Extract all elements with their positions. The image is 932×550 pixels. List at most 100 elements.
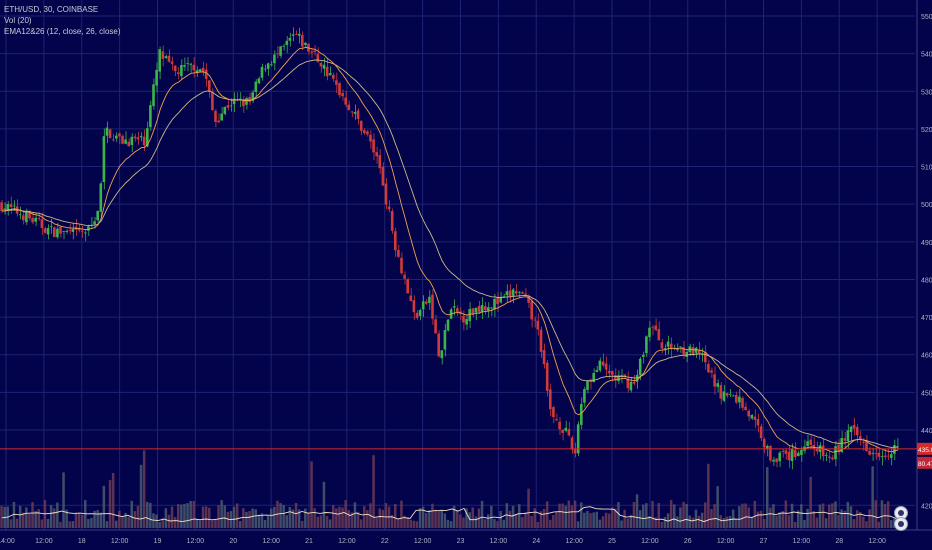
volume-bar (849, 506, 853, 528)
y-tick-label: 420.00 (921, 503, 932, 510)
volume-bar (400, 500, 403, 528)
volume-bar (313, 508, 316, 528)
candle-body (592, 372, 595, 383)
candle-body (514, 291, 518, 294)
volume-bar (40, 519, 44, 528)
volume-bar (663, 516, 667, 528)
candle-body (288, 37, 292, 41)
candle-body (797, 452, 800, 457)
candle-body (772, 459, 775, 462)
candle-body (313, 50, 316, 52)
candle-body (784, 450, 788, 454)
candle-body (56, 228, 59, 238)
volume-bar (186, 503, 189, 528)
volume-bar (632, 501, 636, 528)
volume-bar (87, 519, 90, 528)
candle-body (301, 35, 304, 47)
volume-bar (843, 510, 846, 528)
volume-bars (0, 450, 899, 528)
volume-bar (747, 507, 750, 528)
volume-bar (741, 503, 744, 528)
volume-bar (508, 510, 512, 528)
volume-bar (307, 512, 310, 528)
volume-bar (834, 501, 837, 528)
candle-body (654, 325, 657, 330)
candle-body (415, 312, 419, 319)
candle-body (735, 395, 738, 403)
candle-body (446, 319, 450, 331)
candle-body (43, 228, 47, 233)
volume-bar (735, 519, 738, 528)
last-price-tag (917, 442, 932, 455)
volume-bar (105, 521, 109, 528)
volume-bar (90, 517, 93, 528)
candle-body (108, 129, 112, 139)
volume-bar (412, 520, 416, 528)
volume-bar (762, 518, 766, 528)
volume-bar (93, 510, 96, 528)
volume-bar (443, 513, 447, 528)
volume-bar (545, 501, 549, 528)
volume-bar (527, 488, 530, 528)
candle-body (840, 438, 843, 452)
volume-bar (502, 519, 505, 528)
candle-body (189, 63, 192, 65)
volume-bar (561, 503, 564, 528)
volume-bar (232, 506, 236, 528)
y-tick-label: 550.00 (921, 14, 932, 21)
last-volume-tag (917, 456, 932, 469)
candle-body (886, 455, 890, 457)
volume-bar (496, 521, 499, 528)
candle-body (25, 211, 28, 223)
volume-bar (18, 505, 22, 528)
volume-bar (809, 476, 812, 528)
volume-bar (37, 509, 40, 528)
candle-body (762, 439, 766, 448)
volume-bar (173, 517, 177, 528)
candle-body (6, 204, 10, 210)
volume-bar (728, 516, 732, 528)
candle-body (766, 445, 769, 449)
volume-bar (217, 505, 220, 528)
candle-body (728, 394, 732, 395)
volume-bar (629, 514, 633, 528)
candle-body (242, 100, 245, 107)
y-tick-label: 470.00 (921, 315, 932, 322)
ema-26-line (1, 59, 898, 448)
volume-bar (793, 521, 797, 528)
candle-body (65, 230, 68, 233)
candle-body (217, 120, 220, 123)
x-tick-label: 12:00 (868, 538, 886, 545)
volume-bar (74, 512, 78, 528)
candle-body (434, 319, 437, 334)
candle-body (524, 293, 527, 295)
candle-body (462, 315, 465, 323)
volume-bar (669, 500, 673, 528)
x-tick-label: 21 (305, 538, 313, 545)
volume-bar (254, 509, 257, 528)
candle-body (862, 441, 865, 443)
chart-autoscale-button[interactable] (894, 517, 908, 531)
volume-bar (859, 512, 862, 528)
volume-bar (589, 513, 592, 528)
candle-body (666, 341, 670, 347)
candle-body (893, 445, 896, 454)
candle-body (87, 226, 90, 231)
candle-body (468, 309, 471, 322)
candle-body (824, 455, 828, 456)
candle-body (828, 456, 831, 458)
volume-bar (220, 500, 223, 528)
volume-bar (288, 507, 292, 528)
candle-body (552, 407, 555, 418)
candle-body (254, 81, 258, 93)
candle-body (787, 451, 791, 461)
volume-bar (77, 513, 81, 528)
candle-body (846, 430, 850, 442)
candle-body (425, 301, 428, 304)
candle-body (704, 352, 707, 363)
candle-body (226, 105, 230, 108)
candle-body (28, 213, 31, 219)
candle-body (725, 392, 729, 396)
volume-bar (756, 511, 760, 528)
volume-bar (753, 500, 757, 528)
